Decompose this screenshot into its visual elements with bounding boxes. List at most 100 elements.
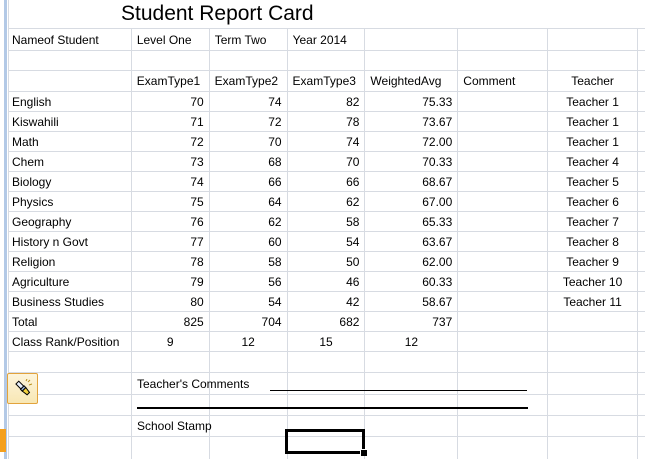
cell-comment[interactable] <box>458 212 549 231</box>
cell-empty[interactable] <box>132 51 210 70</box>
cell-empty[interactable] <box>548 373 639 394</box>
cell-comment[interactable] <box>458 172 549 191</box>
cell-empty[interactable] <box>365 437 459 459</box>
cell-empty[interactable] <box>548 332 639 351</box>
cell-empty[interactable] <box>458 312 549 331</box>
cell-empty[interactable] <box>548 395 639 415</box>
cell-empty[interactable] <box>548 51 639 70</box>
cell-rank-exam3[interactable]: 15 <box>288 332 366 351</box>
cell-weightedavg[interactable]: 62.00 <box>365 252 459 271</box>
cell-empty[interactable] <box>288 395 366 415</box>
cell-exam3[interactable]: 46 <box>288 272 366 291</box>
cell-teacher[interactable]: Teacher 1 <box>548 112 638 131</box>
cell-comment[interactable] <box>458 292 549 311</box>
cell-subject[interactable]: Geography <box>9 212 132 231</box>
cell-weightedavg[interactable]: 63.67 <box>365 232 459 251</box>
header-examtype2[interactable]: ExamType2 <box>210 71 288 91</box>
cell-exam1[interactable]: 73 <box>132 152 210 171</box>
cell-rank-exam2[interactable]: 12 <box>210 332 288 351</box>
cell-exam3[interactable]: 42 <box>288 292 366 311</box>
cell-empty[interactable] <box>9 51 132 70</box>
cell-empty[interactable] <box>458 332 549 351</box>
cell-empty[interactable] <box>548 29 638 50</box>
cell-exam1[interactable]: 72 <box>132 132 210 151</box>
header-comment[interactable]: Comment <box>458 71 549 91</box>
cell-empty[interactable] <box>210 373 288 394</box>
cell-exam2[interactable]: 66 <box>210 172 288 191</box>
cell-empty[interactable] <box>458 29 549 50</box>
cell-empty[interactable] <box>458 395 549 415</box>
cell-teacher[interactable]: Teacher 1 <box>548 92 638 111</box>
cell-exam1[interactable]: 77 <box>132 232 210 251</box>
cell-empty[interactable] <box>210 352 288 372</box>
cell-empty[interactable] <box>548 437 639 459</box>
cell-empty[interactable] <box>210 437 288 459</box>
cell-empty[interactable] <box>9 352 132 372</box>
cell-term[interactable]: Term Two <box>210 29 288 50</box>
cell-exam3[interactable]: 82 <box>288 92 366 111</box>
cell-exam3[interactable]: 58 <box>288 212 366 231</box>
header-examtype1[interactable]: ExamType1 <box>132 71 210 91</box>
cell-total-exam2[interactable]: 704 <box>210 312 288 331</box>
fill-handle[interactable] <box>360 449 367 456</box>
cell-teacher[interactable]: Teacher 8 <box>548 232 638 251</box>
header-weightedavg[interactable]: WeightedAvg <box>365 71 459 91</box>
cell-exam3[interactable]: 78 <box>288 112 366 131</box>
cell-year[interactable]: Year 2014 <box>288 29 366 50</box>
cell-exam3[interactable]: 62 <box>288 192 366 211</box>
cell-empty[interactable] <box>9 395 132 415</box>
format-painter-button[interactable] <box>7 373 38 404</box>
cell-empty[interactable] <box>210 416 288 436</box>
cell-empty[interactable] <box>9 71 132 91</box>
cell-subject[interactable]: Kiswahili <box>9 112 132 131</box>
cell-empty[interactable] <box>288 373 366 394</box>
cell-exam2[interactable]: 60 <box>210 232 288 251</box>
cell-empty[interactable] <box>548 312 638 331</box>
cell-teacher[interactable]: Teacher 5 <box>548 172 638 191</box>
cell-empty[interactable] <box>548 416 639 436</box>
cell-exam2[interactable]: 56 <box>210 272 288 291</box>
cell-empty[interactable] <box>9 437 132 459</box>
cell-empty[interactable] <box>132 395 210 415</box>
cell-empty[interactable] <box>288 51 366 70</box>
cell-empty[interactable] <box>288 416 366 436</box>
cell-exam3[interactable]: 50 <box>288 252 366 271</box>
cell-total-label[interactable]: Total <box>9 312 132 331</box>
cell-exam2[interactable]: 74 <box>210 92 288 111</box>
cell-empty[interactable] <box>458 352 549 372</box>
cell-subject[interactable]: Math <box>9 132 132 151</box>
cell-comment[interactable] <box>458 232 549 251</box>
cell-teacher[interactable]: Teacher 1 <box>548 132 638 151</box>
cell-empty[interactable] <box>132 373 210 394</box>
cell-empty[interactable] <box>548 352 639 372</box>
cell-subject[interactable]: Physics <box>9 192 132 211</box>
cell-exam1[interactable]: 70 <box>132 92 210 111</box>
cell-exam2[interactable]: 64 <box>210 192 288 211</box>
page-title[interactable]: Student Report Card <box>121 2 314 25</box>
cell-empty[interactable] <box>365 352 459 372</box>
cell-empty[interactable] <box>365 395 459 415</box>
header-teacher[interactable]: Teacher <box>548 71 638 91</box>
cell-empty[interactable] <box>132 416 210 436</box>
cell-exam2[interactable]: 58 <box>210 252 288 271</box>
cell-comment[interactable] <box>458 192 549 211</box>
cell-teacher[interactable]: Teacher 6 <box>548 192 638 211</box>
cell-teacher[interactable]: Teacher 10 <box>548 272 638 291</box>
cell-exam3[interactable]: 74 <box>288 132 366 151</box>
cell-total-exam1[interactable]: 825 <box>132 312 210 331</box>
cell-empty[interactable] <box>9 373 132 394</box>
cell-weightedavg[interactable]: 72.00 <box>365 132 459 151</box>
cell-empty[interactable] <box>132 352 210 372</box>
cell-total-exam3[interactable]: 682 <box>288 312 366 331</box>
cell-empty[interactable] <box>365 51 459 70</box>
cell-level[interactable]: Level One <box>132 29 210 50</box>
cell-exam3[interactable]: 70 <box>288 152 366 171</box>
cell-empty[interactable] <box>132 437 210 459</box>
cell-empty[interactable] <box>458 51 549 70</box>
cell-weightedavg[interactable]: 68.67 <box>365 172 459 191</box>
cell-exam1[interactable]: 78 <box>132 252 210 271</box>
cell-weightedavg[interactable]: 60.33 <box>365 272 459 291</box>
cell-weightedavg[interactable]: 58.67 <box>365 292 459 311</box>
cell-exam3[interactable]: 66 <box>288 172 366 191</box>
cell-subject[interactable]: Agriculture <box>9 272 132 291</box>
